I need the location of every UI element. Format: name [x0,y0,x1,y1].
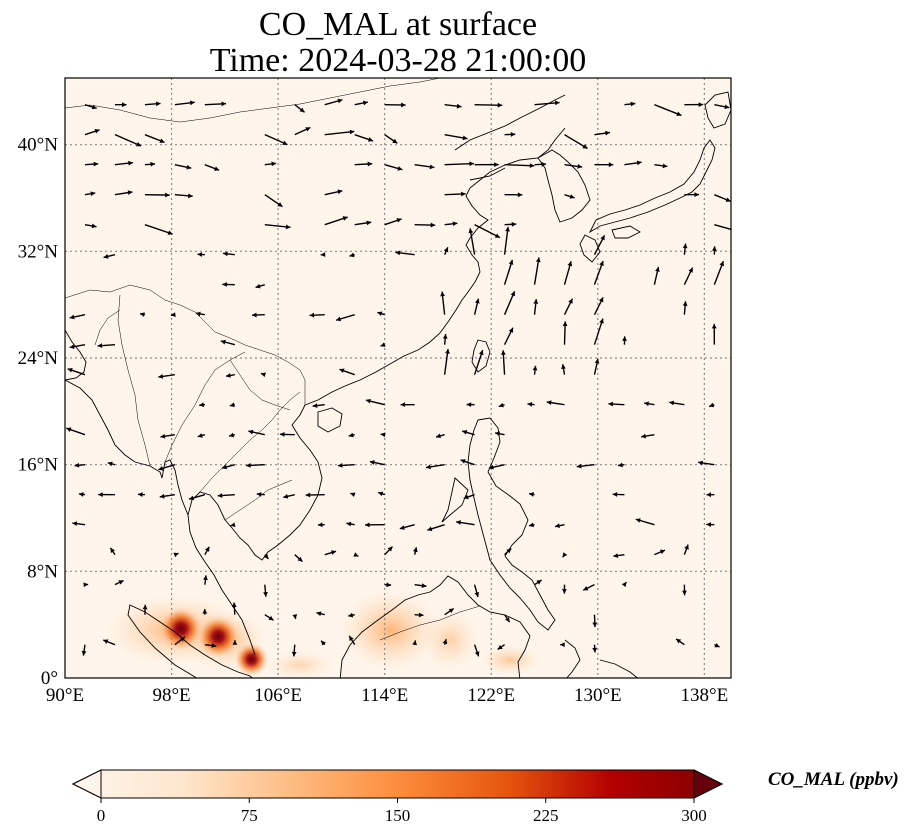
lat-tick-label: 0° [41,668,58,689]
colorbar-max-extend [693,769,724,799]
lon-tick-label: 122°E [467,685,515,706]
lon-tick-label: 130°E [574,685,622,706]
co-concentration-field [65,78,731,678]
colorbar-tick-label: 225 [533,806,559,825]
lat-tick-label: 40°N [18,135,59,156]
colorbar-tick-label: 0 [97,806,106,825]
co-plume-layer [105,590,540,678]
longitude-tick-labels: 90°E 98°E 106°E 114°E 122°E 130°E 138°E [46,685,728,706]
colorbar-tick-label: 75 [241,806,258,825]
co-hotspot [158,606,203,651]
map-gridlines [65,78,731,678]
lon-tick-label: 90°E [46,685,84,706]
wind-vectors [66,98,731,657]
map-frame [64,77,732,679]
coastlines [65,91,731,678]
colorbar-gradient [71,769,724,799]
lat-tick-label: 24°N [18,348,59,369]
colorbar: 0 75 150 225 300 [71,769,724,825]
colorbar-min-extend [71,769,102,799]
map-title: CO_MAL at surface [258,6,538,43]
lat-tick-label: 16°N [18,455,59,476]
lon-tick-label: 98°E [152,685,190,706]
lon-tick-label: 106°E [254,685,302,706]
lon-tick-label: 114°E [361,685,408,706]
colorbar-tick-label: 300 [681,806,707,825]
co-hotspot [234,642,269,677]
lat-tick-label: 8°N [27,561,58,582]
lat-tick-label: 32°N [18,241,59,262]
lon-tick-label: 138°E [681,685,729,706]
co-hotspot [196,615,240,659]
colorbar-tick-label: 150 [385,806,411,825]
map-time-subtitle: Time: 2024-03-28 21:00:00 [209,42,587,79]
colorbar-label: CO_MAL (ppbv) [768,769,899,790]
latitude-tick-labels: 0° 8°N 16°N 24°N 32°N 40°N [18,135,59,689]
